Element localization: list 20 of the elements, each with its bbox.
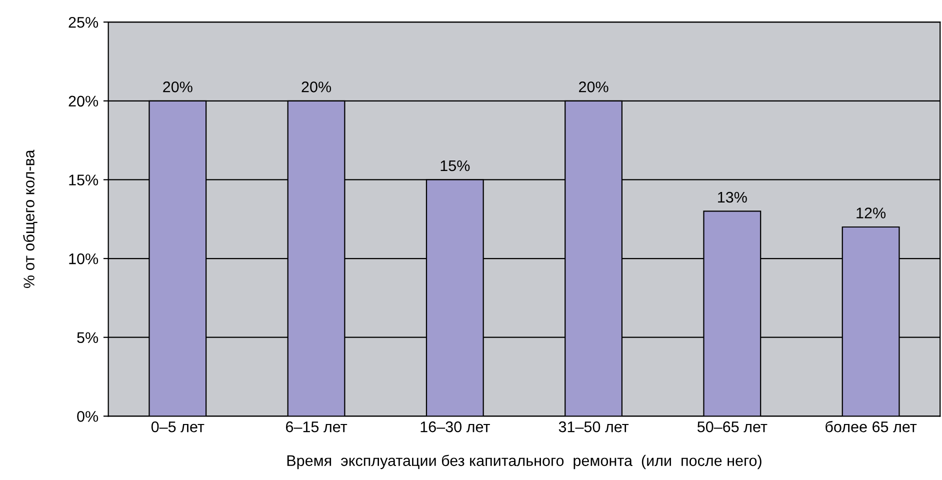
data-label: 12% bbox=[856, 208, 886, 218]
x-tick-label: 6–15 лет bbox=[286, 421, 348, 432]
x-tick-label: 0–5 лет bbox=[151, 421, 204, 432]
y-tick-label: 0% bbox=[77, 411, 98, 422]
data-label: 15% bbox=[440, 160, 470, 172]
data-label: 20% bbox=[579, 82, 608, 92]
data-label: 20% bbox=[302, 82, 332, 92]
y-tick-label: 5% bbox=[77, 332, 98, 344]
y-tick-label: 10% bbox=[69, 253, 98, 264]
x-tick-label: 16–30 лет bbox=[420, 421, 490, 432]
x-tick-label: 50–65 лет bbox=[697, 421, 768, 432]
x-axis-title: Время эксплуатации без капитального ремонта (или после него) bbox=[287, 454, 762, 470]
x-tick-label: более 65 лет bbox=[826, 420, 917, 432]
y-tick-label: 25% bbox=[68, 16, 98, 28]
data-label: 20% bbox=[163, 82, 192, 92]
y-tick-label: 15% bbox=[69, 174, 98, 186]
y-axis-title: % от общего кол-ва bbox=[23, 150, 38, 288]
data-label: 13% bbox=[718, 192, 747, 203]
x-tick-label: 31–50 лет bbox=[558, 421, 629, 432]
y-tick-label: 20% bbox=[68, 96, 98, 107]
